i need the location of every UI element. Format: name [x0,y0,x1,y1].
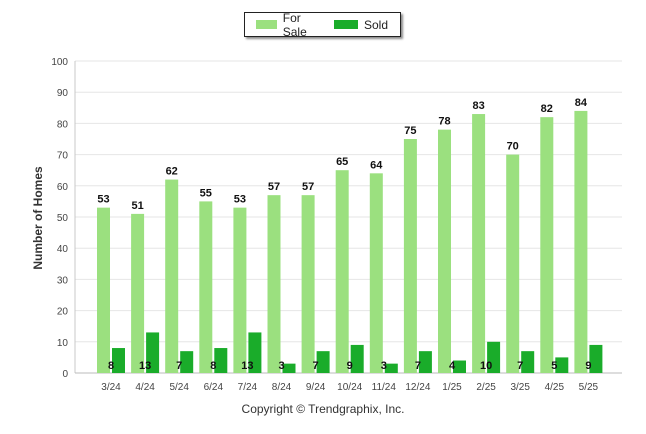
data-label-for-sale: 78 [438,116,450,128]
data-label-sold: 3 [278,360,284,372]
bar-for-sale [472,114,486,373]
bar-sold [180,351,194,373]
data-label-sold: 13 [139,360,151,372]
data-label-sold: 9 [585,360,591,372]
bar-sold [418,351,432,373]
data-label-sold: 13 [241,360,253,372]
data-label-for-sale: 55 [200,187,212,199]
bar-for-sale [199,201,213,373]
y-axis-title: Number of Homes [31,166,45,270]
y-tick-label: 40 [57,244,69,255]
y-tick-label: 70 [57,151,69,162]
y-tick-label: 10 [57,338,69,349]
legend-swatch-for-sale [256,20,277,29]
x-tick-label: 5/24 [169,382,189,393]
y-tick-label: 90 [57,88,69,99]
y-tick-label: 0 [62,369,68,380]
x-tick-label: 1/25 [442,382,462,393]
x-tick-label: 9/24 [306,382,326,393]
x-tick-label: 3/24 [101,382,121,393]
y-tick-label: 30 [57,275,69,286]
bar-for-sale [131,213,145,373]
data-label-sold: 5 [551,360,557,372]
bar-for-sale [165,179,179,373]
bar-for-sale [369,173,383,373]
bar-for-sale [301,195,315,373]
bar-for-sale [233,207,247,373]
legend-item-sold: Sold [333,17,388,32]
data-label-sold: 3 [381,360,387,372]
data-label-for-sale: 83 [472,100,484,112]
x-tick-label: 8/24 [272,382,292,393]
bar-for-sale [574,110,588,374]
bar-sold [453,360,466,373]
data-label-sold: 4 [449,360,456,372]
bar-sold [487,341,501,373]
bar-for-sale [438,129,451,373]
legend-label-sold: Sold [363,17,388,32]
x-tick-label: 11/24 [372,382,397,393]
x-tick-label: 5/25 [579,382,599,393]
x-tick-label: 7/24 [238,382,258,393]
legend-item-for-sale: For Sale [256,11,322,39]
data-label-for-sale: 57 [302,181,314,193]
bar-for-sale [540,117,554,373]
x-tick-label: 4/25 [545,382,565,393]
bar-sold [282,363,296,373]
y-tick-label: 20 [57,307,69,318]
x-tick-label: 6/24 [204,382,224,393]
data-label-for-sale: 53 [97,194,109,206]
legend-swatch-sold [333,20,358,29]
bar-sold [214,348,228,373]
data-label-sold: 9 [347,360,353,372]
data-label-for-sale: 75 [404,125,416,137]
bar-for-sale [267,195,281,373]
legend: For Sale Sold [244,11,401,39]
data-label-for-sale: 57 [268,181,280,193]
bar-sold [521,351,535,373]
data-label-for-sale: 62 [166,166,178,178]
x-tick-label: 10/24 [337,382,362,393]
bar-sold [316,351,330,373]
bar-sold [248,332,262,373]
data-label-sold: 10 [480,360,492,372]
data-label-sold: 8 [210,360,216,372]
bar-sold [350,344,364,373]
data-label-sold: 7 [313,360,319,372]
data-label-sold: 8 [108,360,114,372]
bar-sold [384,363,398,373]
bar-sold [112,348,125,373]
y-tick-label: 50 [57,213,69,224]
data-label-for-sale: 84 [575,97,588,109]
data-label-for-sale: 82 [541,103,553,115]
bar-for-sale [506,154,520,373]
data-label-sold: 7 [415,360,421,372]
data-label-sold: 7 [517,360,523,372]
x-tick-label: 4/24 [135,382,155,393]
y-tick-label: 80 [57,119,69,130]
data-label-for-sale: 53 [234,194,246,206]
bar-sold [146,332,160,373]
copyright-text: Copyright © Trendgraphix, Inc. [241,402,405,416]
legend-label-for-sale: For Sale [282,10,307,39]
bar-for-sale [97,207,110,373]
data-label-for-sale: 65 [336,156,348,168]
bar-for-sale [403,139,417,373]
y-tick-label: 100 [51,57,68,68]
y-tick-label: 60 [57,182,69,193]
x-tick-label: 12/24 [405,382,430,393]
data-label-for-sale: 70 [507,141,519,153]
x-tick-label: 2/25 [476,382,496,393]
data-label-sold: 7 [176,360,182,372]
bar-for-sale [335,170,349,373]
data-label-for-sale: 51 [131,200,143,212]
bar-sold [589,344,603,373]
x-tick-label: 3/25 [510,382,530,393]
data-label-for-sale: 64 [370,159,383,171]
bar-sold [555,357,569,373]
